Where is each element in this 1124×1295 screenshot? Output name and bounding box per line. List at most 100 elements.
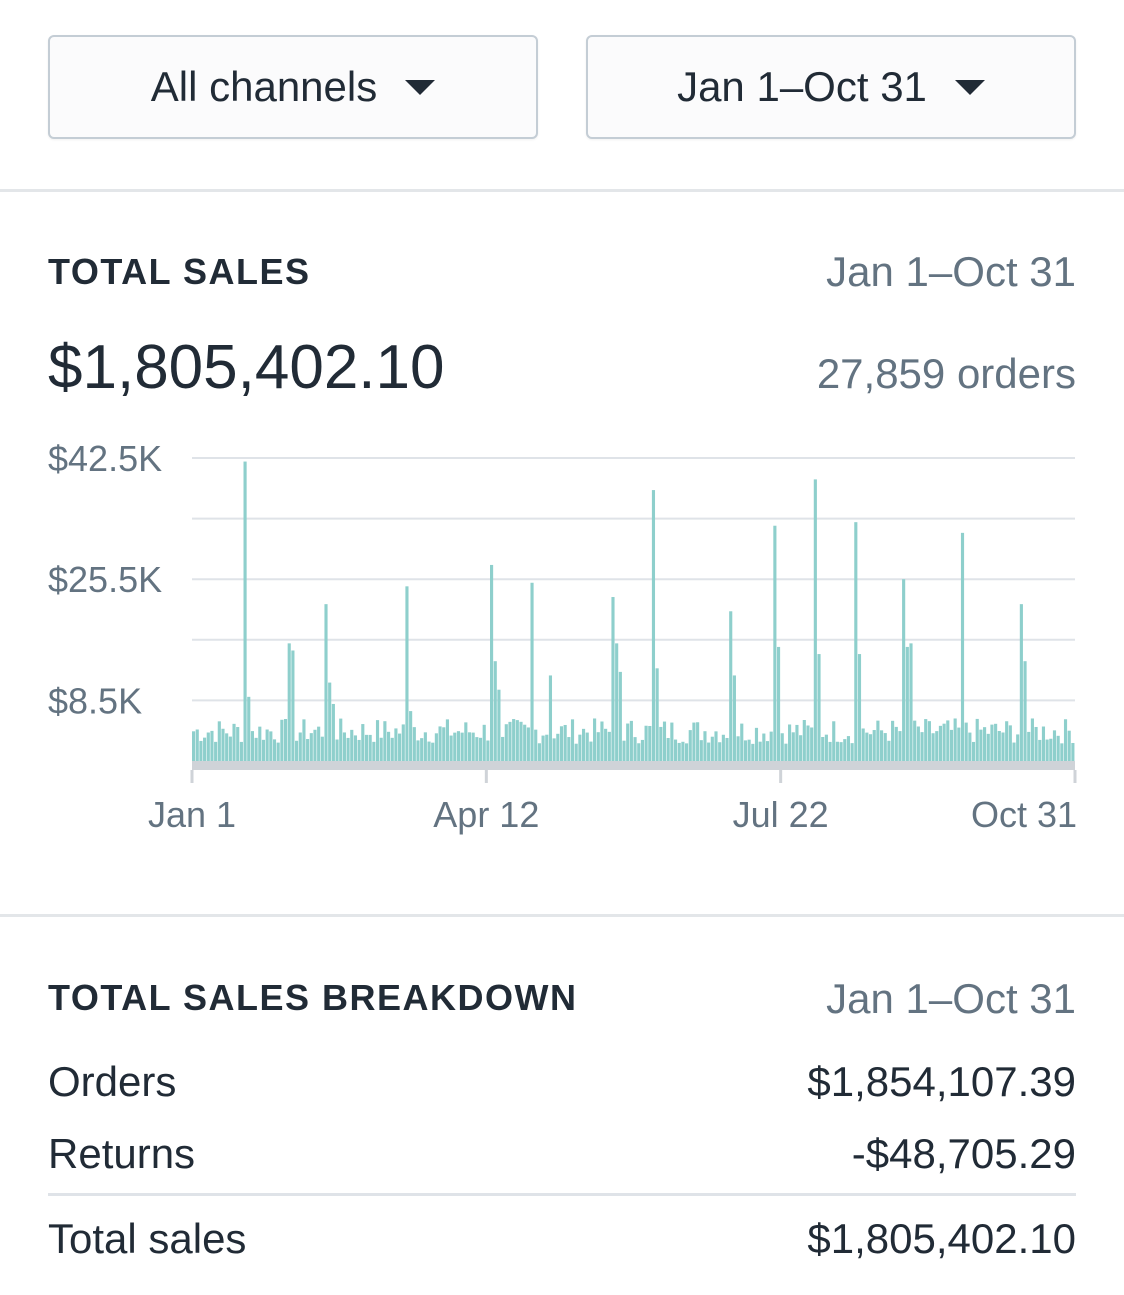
chart-bar	[681, 741, 685, 761]
chart-bar	[1023, 661, 1027, 761]
chart-bar	[931, 733, 935, 761]
chart-bar	[725, 737, 729, 761]
chart-bar	[891, 720, 895, 761]
chart-bar	[280, 719, 284, 761]
chart-bar	[813, 479, 817, 761]
chart-bar	[243, 461, 247, 761]
chart-bar	[291, 650, 295, 761]
chart-bar	[559, 726, 564, 761]
chart-bar	[872, 730, 876, 761]
breakdown-heading: TOTAL SALES BREAKDOWN	[48, 977, 578, 1018]
chart-bar	[339, 718, 343, 761]
chart-bar	[306, 739, 310, 761]
chart-bar	[854, 522, 858, 761]
chart-bar	[556, 733, 560, 761]
chart-bar	[880, 730, 884, 761]
chart-bar	[648, 725, 652, 761]
chart-bar	[740, 723, 744, 761]
chart-bar	[857, 654, 862, 761]
chart-bar	[1056, 735, 1060, 761]
chart-bar	[637, 743, 641, 761]
breakdown-total-value: $1,805,402.10	[807, 1215, 1076, 1262]
chart-bar	[655, 668, 659, 761]
chart-bar	[629, 720, 633, 761]
chart-bar	[953, 718, 957, 761]
chart-bar	[464, 722, 468, 761]
chart-bar	[747, 739, 751, 761]
chart-bar	[688, 730, 692, 761]
chart-bar	[501, 736, 505, 761]
chart-bar	[361, 724, 365, 761]
chart-bar	[659, 726, 663, 761]
chart-bar	[383, 721, 387, 761]
chart-bar	[225, 733, 229, 761]
chart-bar	[232, 723, 236, 761]
chart-bar	[486, 740, 490, 761]
chart-bar	[850, 743, 854, 761]
chart-bar	[736, 736, 740, 761]
chart-bar	[916, 726, 920, 761]
chart-bar	[710, 736, 714, 761]
chart-bar	[416, 740, 420, 761]
chart-bar	[272, 739, 277, 761]
chart-bar	[409, 711, 413, 761]
chart-bar	[427, 741, 431, 761]
chart-bar	[788, 724, 792, 761]
chart-bar	[353, 735, 358, 761]
chart-bar	[530, 582, 534, 761]
chart-bar	[203, 737, 207, 761]
chart-bar	[442, 727, 446, 761]
chart-bar	[423, 732, 427, 761]
chart-bar	[497, 689, 501, 761]
total-sales-heading: TOTAL SALES	[48, 251, 311, 292]
chart-bar	[765, 741, 770, 761]
chart-bar	[210, 730, 214, 761]
chart-x-tick-label: Jan 1	[148, 794, 236, 835]
chart-bar	[990, 724, 994, 761]
chart-bar	[596, 732, 600, 761]
chart-bar	[957, 727, 961, 761]
chart-bar	[846, 736, 851, 761]
total-sales-amount: $1,805,402.10	[48, 333, 445, 402]
date-range-dropdown[interactable]: Jan 1–Oct 31	[586, 35, 1076, 139]
chart-bar	[552, 738, 556, 761]
chart-bar	[250, 731, 254, 761]
chart-bar	[570, 719, 575, 761]
chart-bar	[997, 731, 1001, 761]
chart-bar	[519, 721, 523, 761]
chart-bar	[585, 732, 589, 761]
chart-bar	[692, 722, 696, 761]
chart-bar	[445, 719, 449, 761]
chart-bar	[924, 719, 928, 761]
channel-dropdown[interactable]: All channels	[48, 35, 538, 139]
chart-bar	[309, 733, 313, 761]
chart-bar	[298, 732, 302, 761]
chart-bar	[909, 643, 913, 761]
chart-bar	[1045, 739, 1049, 761]
chart-bar	[773, 525, 777, 761]
chart-bar	[537, 743, 541, 761]
chart-bar	[548, 675, 553, 761]
chart-bar	[460, 732, 464, 761]
chart-bar	[357, 739, 361, 761]
chart-bar	[324, 604, 328, 761]
breakdown-orders-value: $1,854,107.39	[807, 1058, 1076, 1105]
chart-bar	[236, 727, 240, 761]
chart-bar	[1034, 726, 1038, 761]
chart-bar	[545, 734, 549, 761]
chart-bar	[806, 725, 810, 761]
chart-bar	[780, 733, 784, 761]
chart-y-tick-label: $25.5K	[48, 559, 162, 600]
chart-bar	[832, 721, 836, 761]
chart-bar	[600, 721, 604, 761]
chart-bar	[868, 734, 873, 761]
chart-bar	[839, 742, 843, 761]
section-divider	[0, 914, 1124, 917]
chart-bar	[199, 740, 203, 761]
chart-bar	[283, 719, 288, 761]
chart-bar	[758, 741, 762, 761]
chart-bar	[228, 736, 232, 761]
chart-bar	[1012, 742, 1016, 761]
chart-bar	[574, 743, 578, 761]
chart-bar	[313, 729, 317, 761]
